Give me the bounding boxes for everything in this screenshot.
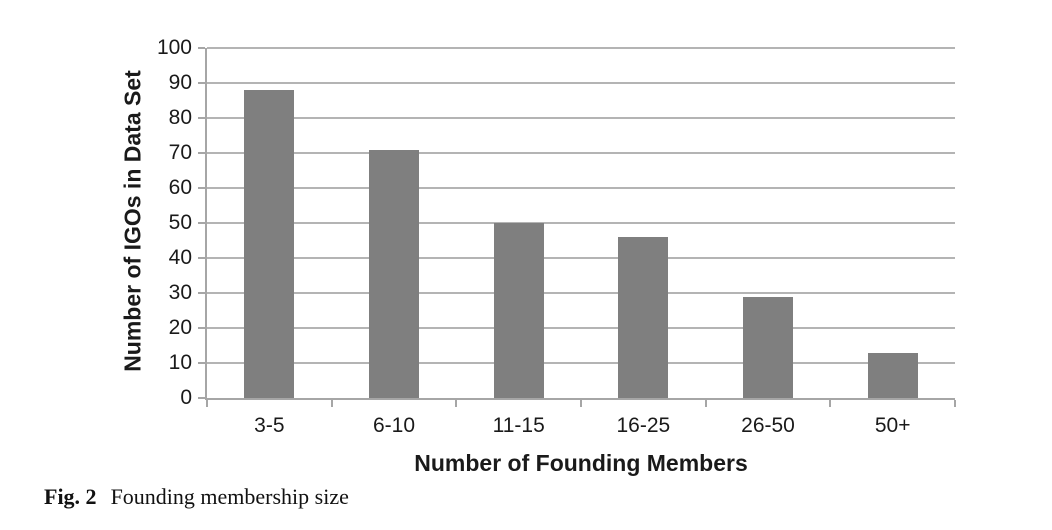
y-tick-mark: [198, 152, 205, 154]
x-tick-mark: [206, 400, 208, 407]
y-tick-mark: [198, 47, 205, 49]
x-tick-label: 3-5: [254, 414, 285, 437]
y-tick-mark: [198, 117, 205, 119]
y-tick-label: 100: [156, 36, 192, 59]
y-tick-label: 30: [168, 281, 192, 304]
bar-11-15: [493, 223, 544, 398]
x-tick-label: 16-25: [616, 414, 671, 437]
y-tick-label: 40: [168, 246, 192, 269]
y-tick-label: 70: [168, 141, 192, 164]
y-axis-tick-labels: 0 10 20 30 40 50 60 70 80 90 100: [0, 36, 192, 409]
y-tick-mark: [198, 327, 205, 329]
x-tick-label: 26-50: [741, 414, 795, 437]
figure-caption-label: Fig. 2: [44, 484, 97, 509]
figure-caption: Fig. 2 Founding membership size: [44, 484, 349, 510]
y-tick-label: 10: [168, 351, 192, 374]
y-tick-mark: [198, 292, 205, 294]
gridline-y70: [207, 152, 955, 154]
x-axis-title: Number of Founding Members: [414, 450, 748, 476]
y-tick-label: 80: [168, 106, 192, 129]
y-tick-label: 20: [168, 316, 192, 339]
y-tick-label: 60: [168, 176, 192, 199]
gridline-y50: [207, 222, 955, 224]
y-tick-label: 50: [168, 211, 192, 234]
bar-16-25: [618, 237, 669, 398]
bar-26-50: [743, 296, 793, 398]
y-tick-mark: [198, 362, 205, 364]
bar-3-5: [244, 90, 295, 398]
gridline-y80: [207, 117, 955, 119]
gridline-y10: [207, 362, 955, 364]
figure-caption-text: Founding membership size: [110, 484, 349, 509]
x-tick-mark: [455, 400, 458, 407]
x-axis-tick-labels: 3-5 6-10 11-15 16-25 26-50 50+: [207, 412, 955, 440]
x-tick-mark: [330, 400, 333, 407]
bar-6-10: [369, 149, 419, 398]
x-tick-label: 6-10: [372, 414, 416, 437]
x-tick-mark: [580, 400, 582, 407]
y-tick-mark: [198, 82, 205, 84]
gridline-y90: [207, 82, 955, 84]
x-tick-mark: [829, 400, 832, 407]
x-tick-label: 11-15: [492, 414, 545, 437]
y-tick-label: 90: [168, 71, 192, 94]
gridline-y100: [207, 47, 955, 49]
y-tick-mark: [198, 187, 205, 189]
y-tick-mark: [198, 397, 205, 399]
x-tick-label: 50+: [874, 414, 911, 437]
bar-50+: [867, 352, 918, 398]
gridline-y40: [207, 257, 955, 259]
y-tick-mark: [198, 222, 205, 224]
x-tick-mark: [704, 400, 707, 407]
y-tick-mark: [198, 257, 205, 259]
y-tick-label: 0: [180, 386, 192, 409]
gridline-y20: [207, 327, 955, 329]
plot-area: [198, 47, 956, 407]
gridline-y60: [207, 187, 955, 189]
gridline-y30: [207, 292, 955, 294]
x-tick-mark: [954, 400, 956, 407]
